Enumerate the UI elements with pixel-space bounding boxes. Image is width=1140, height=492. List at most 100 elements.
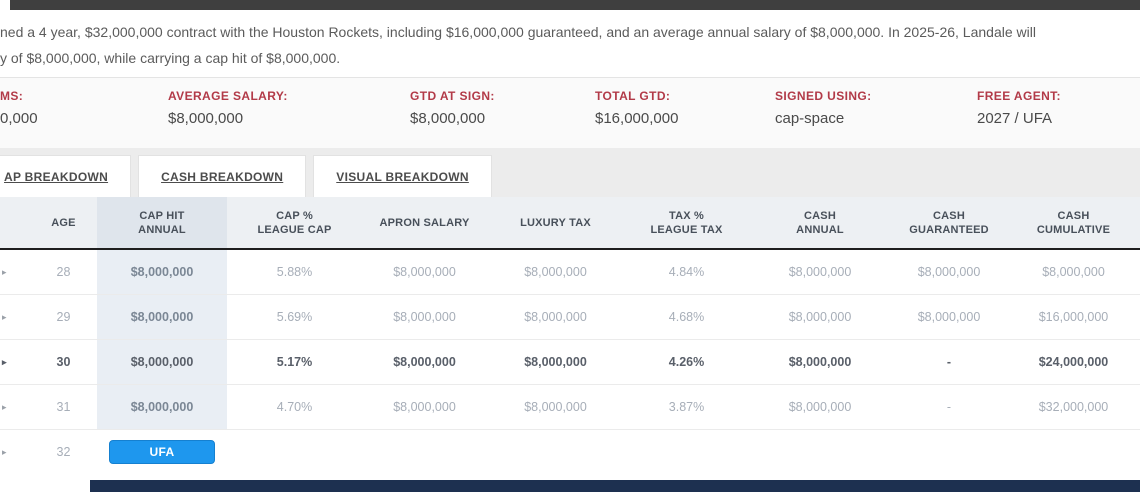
col-header-cash-cumulative: CASH CUMULATIVE — [1007, 197, 1140, 250]
summary-item-terms: MS: 0,000 — [0, 89, 38, 127]
row-caret-cell: ▸ — [0, 294, 30, 340]
cell-luxury-tax — [487, 430, 624, 475]
cell-cash-cumulative: $8,000,000 — [1007, 249, 1140, 295]
summary-item-average-salary: AVERAGE SALARY: $8,000,000 — [168, 89, 288, 127]
col-header-cash-guaranteed: CASH GUARANTEED — [891, 197, 1007, 250]
cell-cash-guaranteed: - — [891, 384, 1007, 430]
cell-age: 28 — [30, 249, 97, 295]
cell-cash-cumulative: $32,000,000 — [1007, 384, 1140, 430]
cell-tax-pct-league-tax: 4.68% — [624, 294, 749, 340]
row-caret-cell: ▸ — [0, 384, 30, 430]
summary-label: FREE AGENT: — [977, 89, 1061, 103]
summary-value: $16,000,000 — [595, 110, 679, 127]
summary-value: 2027 / UFA — [977, 110, 1053, 127]
table-row[interactable]: ▸ 31 $8,000,000 4.70% $8,000,000 $8,000,… — [0, 384, 1140, 430]
cell-cash-annual: $8,000,000 — [749, 249, 891, 295]
expand-caret-icon[interactable]: ▸ — [2, 401, 7, 412]
expand-caret-icon[interactable]: ▸ — [2, 266, 7, 277]
tab-cap-breakdown[interactable]: AP BREAKDOWN — [0, 155, 132, 197]
cell-cash-guaranteed: $8,000,000 — [891, 294, 1007, 340]
cell-age: 31 — [30, 384, 97, 430]
tab-label: CASH BREAKDOWN — [161, 169, 284, 184]
cell-cash-annual: $8,000,000 — [749, 339, 891, 385]
cell-cap-pct-league-cap: 5.69% — [227, 294, 362, 340]
tab-visual-breakdown[interactable]: VISUAL BREAKDOWN — [313, 155, 492, 197]
table-row[interactable]: ▸ 30 $8,000,000 5.17% $8,000,000 $8,000,… — [0, 339, 1140, 385]
table-row[interactable]: ▸ 28 $8,000,000 5.88% $8,000,000 $8,000,… — [0, 249, 1140, 295]
cell-apron-salary: $8,000,000 — [362, 249, 487, 295]
tab-cash-breakdown[interactable]: CASH BREAKDOWN — [138, 155, 307, 197]
tab-label: VISUAL BREAKDOWN — [336, 169, 469, 184]
cell-luxury-tax: $8,000,000 — [487, 249, 624, 295]
table-row[interactable]: ▸ 32 UFA — [0, 430, 1140, 475]
col-header-apron-salary: APRON SALARY — [362, 197, 487, 250]
cell-tax-pct-league-tax: 3.87% — [624, 384, 749, 430]
cell-cash-cumulative: $24,000,000 — [1007, 339, 1140, 385]
summary-value: 0,000 — [0, 110, 38, 127]
summary-label: MS: — [0, 89, 24, 103]
expand-caret-icon[interactable]: ▸ — [2, 311, 7, 322]
cell-apron-salary: $8,000,000 — [362, 384, 487, 430]
cell-cap-pct-league-cap: 5.17% — [227, 339, 362, 385]
summary-label: GTD AT SIGN: — [410, 89, 495, 103]
summary-value: cap-space — [775, 110, 845, 127]
contract-summary-strip: MS: 0,000 AVERAGE SALARY: $8,000,000 GTD… — [0, 77, 1140, 149]
bottom-navy-bar — [90, 480, 1140, 492]
summary-item-signed-using: SIGNED USING: cap-space — [775, 89, 872, 127]
expand-caret-icon[interactable]: ▸ — [2, 356, 7, 367]
table-row[interactable]: ▸ 29 $8,000,000 5.69% $8,000,000 $8,000,… — [0, 294, 1140, 340]
cell-cash-annual: $8,000,000 — [749, 294, 891, 340]
cell-cash-cumulative — [1007, 430, 1140, 475]
cell-apron-salary: $8,000,000 — [362, 339, 487, 385]
col-header-luxury-tax: LUXURY TAX — [487, 197, 624, 250]
summary-label: AVERAGE SALARY: — [168, 89, 288, 103]
cell-cash-guaranteed: - — [891, 339, 1007, 385]
row-caret-cell: ▸ — [0, 249, 30, 295]
cell-age: 29 — [30, 294, 97, 340]
corner-cell — [0, 197, 30, 250]
cell-cash-guaranteed: $8,000,000 — [891, 249, 1007, 295]
expand-caret-icon[interactable]: ▸ — [2, 446, 7, 457]
summary-item-gtd-at-sign: GTD AT SIGN: $8,000,000 — [410, 89, 495, 127]
col-header-cash-annual: CASH ANNUAL — [749, 197, 891, 250]
table-body: ▸ 28 $8,000,000 5.88% $8,000,000 $8,000,… — [0, 249, 1140, 474]
contract-summary-paragraph: ned a 4 year, $32,000,000 contract with … — [0, 19, 1140, 71]
col-header-tax-pct-league-tax: TAX % LEAGUE TAX — [624, 197, 749, 250]
summary-item-free-agent: FREE AGENT: 2027 / UFA — [977, 89, 1061, 127]
summary-label: SIGNED USING: — [775, 89, 872, 103]
cap-breakdown-table: AGE CAP HIT ANNUAL CAP % LEAGUE CAP APRON … — [0, 197, 1140, 474]
cell-tax-pct-league-tax — [624, 430, 749, 475]
cell-cash-guaranteed — [891, 430, 1007, 475]
cell-age: 30 — [30, 339, 97, 385]
summary-value: $8,000,000 — [168, 110, 244, 127]
cell-cash-annual — [749, 430, 891, 475]
cell-cap-hit-annual: $8,000,000 — [97, 384, 227, 430]
col-header-cap-hit-annual: CAP HIT ANNUAL — [97, 197, 227, 250]
cell-cap-hit-annual: $8,000,000 — [97, 339, 227, 385]
table-header: AGE CAP HIT ANNUAL CAP % LEAGUE CAP APRON … — [0, 197, 1140, 250]
cell-apron-salary: $8,000,000 — [362, 294, 487, 340]
summary-item-total-gtd: TOTAL GTD: $16,000,000 — [595, 89, 678, 127]
cell-cap-hit-annual: $8,000,000 — [97, 294, 227, 340]
cell-age: 32 — [56, 445, 71, 459]
cell-cap-hit-annual: UFA — [97, 430, 227, 475]
cell-cap-pct-league-cap: 5.88% — [227, 249, 362, 295]
cell-tax-pct-league-tax: 4.26% — [624, 339, 749, 385]
cell-tax-pct-league-tax: 4.84% — [624, 249, 749, 295]
paragraph-line-2: y of $8,000,000, while carrying a cap hi… — [0, 50, 341, 66]
summary-label: TOTAL GTD: — [595, 89, 671, 103]
cell-cash-cumulative: $16,000,000 — [1007, 294, 1140, 340]
tab-label: AP BREAKDOWN — [4, 169, 109, 184]
col-header-cap-pct-league-cap: CAP % LEAGUE CAP — [227, 197, 362, 250]
paragraph-line-1: ned a 4 year, $32,000,000 contract with … — [0, 24, 1036, 40]
cell-cap-pct-league-cap — [227, 430, 362, 475]
ufa-button[interactable]: UFA — [109, 440, 215, 464]
col-header-age: AGE — [30, 197, 97, 250]
cell-cap-hit-annual: $8,000,000 — [97, 249, 227, 295]
cell-cash-annual: $8,000,000 — [749, 384, 891, 430]
cell-luxury-tax: $8,000,000 — [487, 339, 624, 385]
cell-cap-pct-league-cap: 4.70% — [227, 384, 362, 430]
row-caret-cell: ▸ — [0, 430, 30, 475]
cell-luxury-tax: $8,000,000 — [487, 384, 624, 430]
